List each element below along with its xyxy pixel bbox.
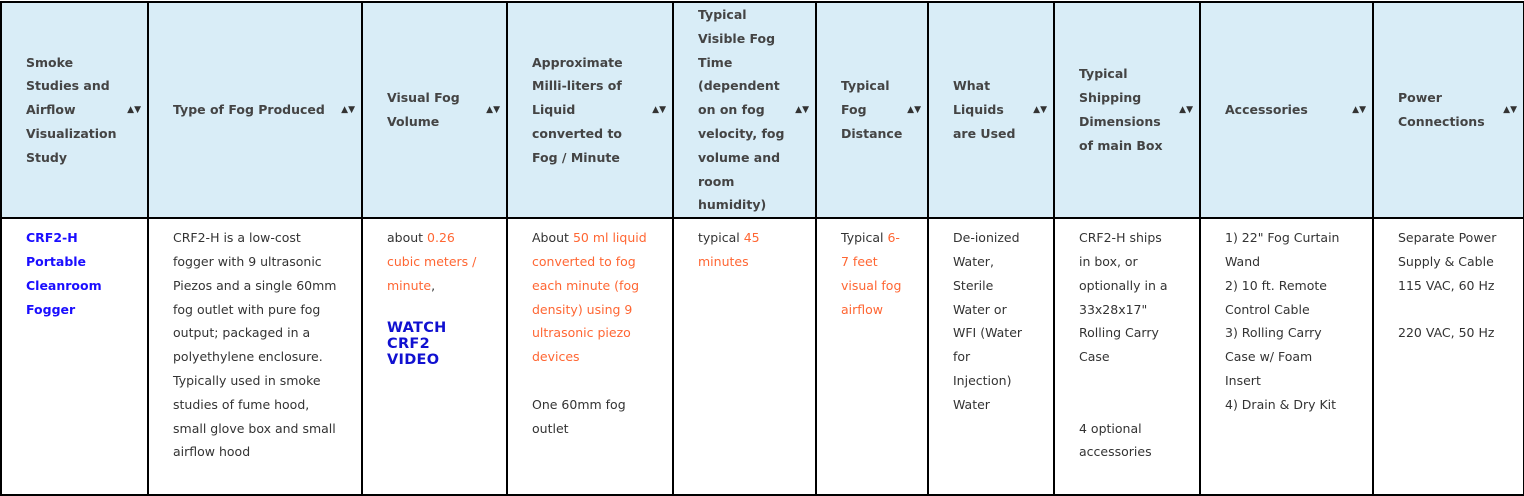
column-header[interactable]: Type of Fog Produced ▲▼ [147, 0, 363, 220]
column-header[interactable]: Typical Fog Distance ▲▼ [815, 0, 929, 220]
accessory-item: 3) Rolling Carry Case w/ Foam Insert [1225, 325, 1322, 388]
product-name: CRF2-H Portable Cleanroom Fogger [26, 230, 102, 317]
sort-arrows-icon[interactable]: ▲▼ [1179, 105, 1193, 116]
table-row: CRF2-H Portable Cleanroom Fogger CRF2-H … [0, 217, 1524, 496]
column-header[interactable]: Approximate Milli-liters of Liquid conve… [506, 0, 674, 220]
sort-arrows-icon[interactable]: ▲▼ [1033, 105, 1047, 116]
column-header[interactable]: Visual Fog Volume ▲▼ [361, 0, 508, 220]
liquids-cell: De-ionized Water, Sterile Water or WFI (… [927, 217, 1055, 496]
sort-arrows-icon[interactable]: ▲▼ [907, 105, 921, 116]
product-cell: CRF2-H Portable Cleanroom Fogger [0, 217, 149, 496]
accessories-cell: 1) 22" Fog Curtain Wand 2) 10 ft. Remote… [1199, 217, 1374, 496]
accessory-item: 1) 22" Fog Curtain Wand [1225, 230, 1340, 269]
sort-arrows-icon[interactable]: ▲▼ [341, 105, 355, 116]
sort-arrows-icon[interactable]: ▲▼ [486, 105, 500, 116]
power-cell: Separate Power Supply & Cable 115 VAC, 60… [1372, 217, 1524, 496]
column-header[interactable]: What Liquids are Used ▲▼ [927, 0, 1055, 220]
column-header[interactable]: Typical Shipping Dimensions of main Box ▲… [1053, 0, 1201, 220]
accessory-item: 4) Drain & Dry Kit [1225, 396, 1337, 412]
column-header[interactable]: Power Connections ▲▼ [1372, 0, 1524, 220]
sort-arrows-icon[interactable]: ▲▼ [795, 105, 809, 116]
volume-cell: about 0.26 cubic meters / minute, WATCH C… [361, 217, 508, 496]
sort-arrows-icon[interactable]: ▲▼ [1503, 105, 1517, 116]
header-row: Smoke Studies and Airflow Visualization … [0, 0, 1524, 220]
sort-arrows-icon[interactable]: ▲▼ [1352, 105, 1366, 116]
sort-arrows-icon[interactable]: ▲▼ [652, 105, 666, 116]
column-header[interactable]: Accessories ▲▼ [1199, 0, 1374, 220]
sort-arrows-icon[interactable]: ▲▼ [127, 105, 141, 116]
shipping-cell: CRF2-H ships in box, or optionally in a … [1053, 217, 1201, 496]
ml-cell: About 50 ml liquid converted to fog each… [506, 217, 674, 496]
fog-time-cell: typical 45 minutes [672, 217, 817, 496]
column-header[interactable]: Smoke Studies and Airflow Visualization … [0, 0, 149, 220]
accessory-item: 2) 10 ft. Remote Control Cable [1225, 277, 1327, 317]
watch-video-link[interactable]: WATCH CRF2 VIDEO [387, 319, 447, 368]
distance-cell: Typical 6-7 feet visual fog airflow [815, 217, 929, 496]
fog-type-cell: CRF2-H is a low-cost fogger with 9 ultra… [147, 217, 363, 496]
column-header[interactable]: Typical Visible Fog Time (dependent on o… [672, 0, 817, 220]
